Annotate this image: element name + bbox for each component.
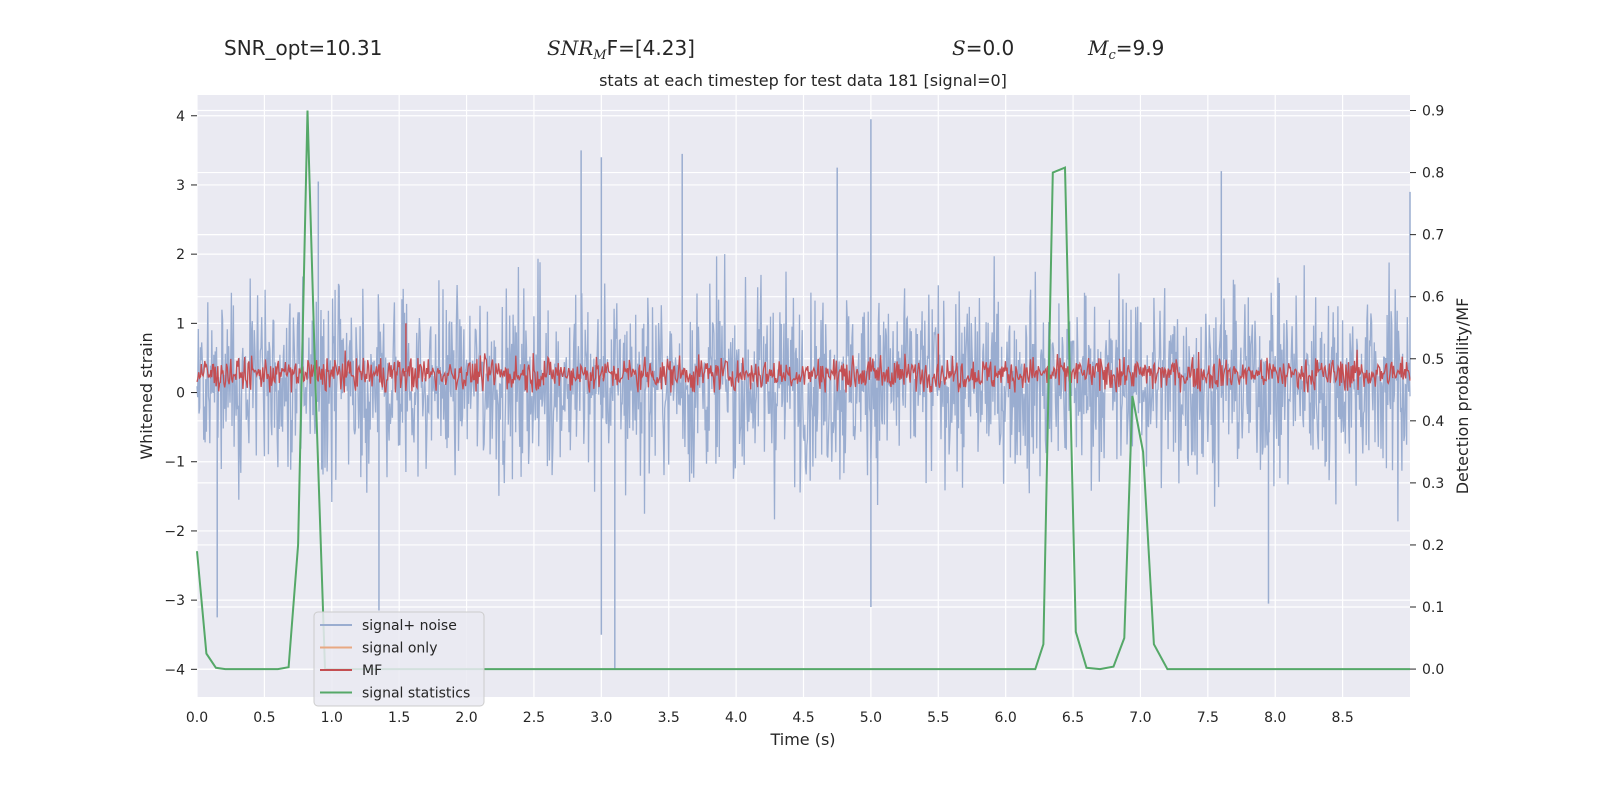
mc-stat-label: Mc=9.9 [1088, 36, 1164, 63]
y-tick-label: 2 [176, 247, 185, 263]
y-tick-label: 3 [176, 178, 185, 194]
legend-label: signal only [362, 641, 437, 657]
y-tick-label: 1 [176, 316, 185, 332]
mf-series [196, 323, 1411, 393]
y-tick-label: 0 [176, 386, 185, 402]
x-tick-label: 2.0 [455, 710, 477, 726]
x-tick-label: 7.5 [1197, 710, 1219, 726]
y-right-tick-label: 0.1 [1422, 600, 1444, 616]
mc-stat-value: =9.9 [1115, 36, 1165, 60]
x-axis-ticks: 0.0 0.5 1.0 1.5 2.0 2.5 3.0 3.5 4.0 4.5 5.0 5.5 6.0 6… [186, 710, 1354, 726]
y-right-axis-label: Detection probability/MF [1453, 298, 1472, 495]
x-tick-label: 6.0 [995, 710, 1017, 726]
y-axis-ticks: 4 3 2 1 0 −1 −2 −3 −4 [164, 109, 197, 678]
snr-mf-value: F=[4.23] [606, 36, 695, 60]
snr-mf-symbol: SNR [547, 36, 594, 60]
x-tick-label: 0.5 [253, 710, 275, 726]
mc-stat-symbol: M [1088, 36, 1109, 60]
x-tick-label: 6.5 [1062, 710, 1084, 726]
x-tick-label: 4.0 [725, 710, 747, 726]
legend-label: signal statistics [362, 686, 470, 702]
x-tick-label: 5.5 [927, 710, 949, 726]
x-tick-label: 5.0 [860, 710, 882, 726]
snr-opt-label: SNR_opt=10.31 [224, 36, 382, 60]
x-tick-label: 4.5 [792, 710, 814, 726]
legend: signal+ noise signal only MF signal statist… [313, 611, 485, 707]
y-right-tick-label: 0.3 [1422, 476, 1444, 492]
snr-mf-label: SNRMF=[4.23] [547, 36, 695, 63]
y-tick-label: 4 [176, 109, 185, 125]
legend-label: signal+ noise [362, 618, 457, 634]
s-stat-label: S=0.0 [952, 36, 1014, 60]
y-axis-label: Whitened strain [137, 332, 156, 459]
x-tick-label: 1.0 [321, 710, 343, 726]
signal-statistics-line [196, 110, 1410, 671]
mf-line [196, 349, 1411, 393]
s-stat-symbol: S [952, 36, 966, 60]
y-tick-label: −1 [164, 455, 185, 471]
x-tick-label: 8.5 [1331, 710, 1353, 726]
chart-title: stats at each timestep for test data 181… [599, 71, 1007, 90]
y-tick-label: −3 [164, 593, 185, 609]
snr-mf-subscript: M [593, 48, 607, 63]
y-right-tick-label: 0.5 [1422, 352, 1444, 368]
y-right-tick-label: 0.7 [1422, 228, 1444, 244]
y-right-tick-label: 0.8 [1422, 166, 1444, 182]
signal-statistics-series [196, 110, 1410, 671]
y-right-tick-label: 0.0 [1422, 662, 1444, 678]
x-tick-label: 3.5 [658, 710, 680, 726]
snr-opt-text: SNR_opt=10.31 [224, 36, 383, 60]
y-right-tick-label: 0.2 [1422, 538, 1444, 554]
y-right-tick-label: 0.4 [1422, 414, 1444, 430]
y-right-axis-ticks: 0.9 0.8 0.7 0.6 0.5 0.4 0.3 0.2 0.1 0.0 [1410, 104, 1444, 678]
x-tick-label: 2.5 [523, 710, 545, 726]
y-right-tick-label: 0.9 [1422, 104, 1444, 120]
mc-stat-subscript: c [1108, 48, 1116, 63]
x-axis-label: Time (s) [769, 730, 835, 749]
x-tick-label: 8.0 [1264, 710, 1286, 726]
legend-label: MF [362, 663, 382, 679]
x-tick-label: 0.0 [186, 710, 208, 726]
x-tick-label: 3.0 [590, 710, 612, 726]
legend-box [313, 611, 485, 707]
x-tick-label: 7.0 [1129, 710, 1151, 726]
y-tick-label: −2 [164, 524, 185, 540]
x-tick-label: 1.5 [388, 710, 410, 726]
s-stat-value: =0.0 [965, 36, 1015, 60]
y-tick-label: −4 [164, 662, 185, 678]
y-right-tick-label: 0.6 [1422, 290, 1444, 306]
